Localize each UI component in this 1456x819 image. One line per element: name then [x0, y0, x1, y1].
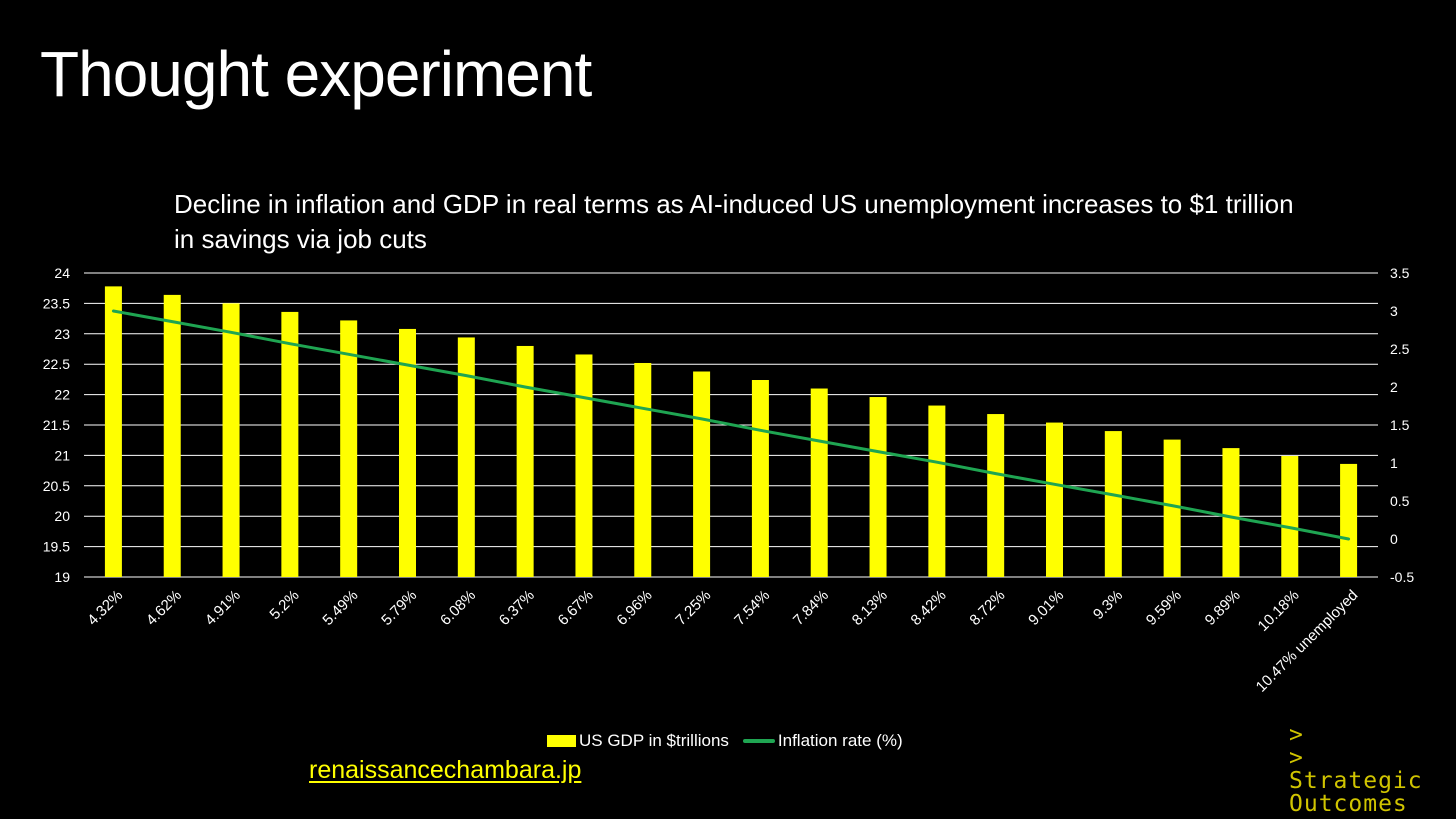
x-tick-label: 7.25%: [672, 587, 714, 629]
legend-item-gdp: US GDP in $trillions: [547, 731, 729, 751]
x-tick-label: 10.18%: [1255, 587, 1303, 635]
x-tick-label: 9.59%: [1143, 587, 1185, 629]
logo-chevron-icon: >: [1289, 745, 1304, 771]
y-left-tick-label: 20: [54, 508, 70, 524]
gdp-bar: [1046, 422, 1063, 577]
y-left-tick-label: 20.5: [43, 478, 70, 494]
gdp-bar: [222, 303, 240, 577]
gdp-bar: [751, 380, 769, 577]
gdp-bar: [1281, 456, 1299, 577]
gdp-bar: [1222, 448, 1240, 577]
x-tick-label: 10.47% unemployed: [1253, 587, 1362, 696]
x-tick-label: 6.67%: [555, 587, 597, 629]
gdp-bar: [634, 362, 652, 577]
x-tick-label: 9.3%: [1090, 587, 1126, 623]
x-tick-label: 4.32%: [84, 587, 126, 629]
y-right-tick-label: 2.5: [1390, 341, 1410, 357]
y-right-tick-label: 0.5: [1390, 493, 1410, 509]
x-tick-label: 9.01%: [1025, 587, 1067, 629]
gdp-bar: [1163, 439, 1181, 577]
slide-title: Thought experiment: [40, 38, 592, 110]
x-tick-label: 6.08%: [437, 587, 479, 629]
y-right-tick-label: 1.5: [1390, 417, 1410, 433]
y-left-tick-label: 22: [54, 387, 70, 403]
gdp-bar: [457, 337, 475, 577]
x-tick-label: 7.84%: [790, 587, 832, 629]
gdp-bar: [163, 294, 181, 577]
x-axis: 4.32% 4.62% 4.91% 5.2% 5.49% 5.79% 6.08% 6.37% 6…: [84, 587, 1361, 696]
y-right-tick-label: 2: [1390, 379, 1398, 395]
line-layer: [111, 309, 1351, 541]
legend-item-inflation: Inflation rate (%): [742, 731, 903, 751]
legend-swatch-bar: [547, 735, 576, 747]
x-tick-label: 5.79%: [378, 587, 420, 629]
x-tick-label: 4.62%: [143, 587, 185, 629]
gdp-bar: [869, 397, 887, 577]
x-tick-label: 8.13%: [849, 587, 891, 629]
chart-legend: US GDP in $trillions Inflation rate (%): [547, 731, 903, 751]
y-left-tick-label: 24: [54, 265, 70, 281]
logo-line-1: Strategic: [1289, 768, 1423, 794]
y-left-tick-label: 19: [54, 569, 70, 585]
x-tick-label: 4.91%: [202, 587, 244, 629]
x-tick-label: 5.2%: [266, 587, 302, 623]
bars-layer: [104, 286, 1358, 577]
y-left-tick-label: 23: [54, 326, 70, 342]
y-right-tick-label: 3.5: [1390, 265, 1410, 281]
gdp-bar: [810, 388, 828, 577]
legend-swatch-line: [742, 739, 775, 743]
y-left-tick-label: 19.5: [43, 539, 70, 555]
y-left-tick-label: 21.5: [43, 417, 70, 433]
x-tick-label: 9.89%: [1202, 587, 1244, 629]
y-right-tick-label: 1: [1390, 455, 1398, 471]
x-tick-label: 5.49%: [319, 587, 361, 629]
gdp-bar: [1104, 431, 1122, 577]
gdp-bar: [340, 320, 358, 577]
y-left-tick-label: 22.5: [43, 356, 70, 372]
chart-title: Decline in inflation and GDP in real ter…: [174, 189, 1294, 254]
y-right-tick-label: 0: [1390, 531, 1398, 547]
logo-chevron-icon: >: [1289, 722, 1304, 748]
x-tick-label: 6.37%: [496, 587, 538, 629]
y-right-tick-label: 3: [1390, 303, 1398, 319]
gdp-bar: [928, 405, 946, 577]
gdp-bar: [104, 286, 122, 577]
legend-label-gdp: US GDP in $trillions: [579, 731, 729, 750]
x-tick-label: 7.54%: [731, 587, 773, 629]
gdp-bar: [987, 414, 1005, 577]
strategic-outcomes-logo: > > Strategic Outcomes: [1289, 724, 1423, 816]
logo-line-2: Outcomes: [1289, 791, 1408, 817]
y-right-tick-label: -0.5: [1390, 569, 1414, 585]
gdp-bar: [693, 371, 711, 577]
gdp-bar: [399, 328, 416, 577]
y-axis-right: 3.5 3 2.5 2 1.5 1 0.5 0 -0.5: [1390, 265, 1414, 585]
gdp-bar: [516, 345, 534, 577]
grid-layer: [84, 272, 1378, 578]
gdp-bar: [1340, 463, 1358, 577]
y-left-tick-label: 21: [54, 447, 70, 463]
website-link[interactable]: renaissancechambara.jp: [309, 756, 582, 784]
x-tick-label: 8.42%: [908, 587, 950, 629]
gdp-bar: [281, 311, 299, 577]
gdp-bar: [575, 354, 593, 577]
inflation-line: [111, 309, 1351, 541]
legend-label-inflation: Inflation rate (%): [777, 731, 903, 750]
y-left-tick-label: 23.5: [43, 295, 70, 311]
y-axis-left: 24 23.5 23 22.5 22 21.5 21 20.5 20 19.5 19: [43, 265, 70, 585]
x-tick-label: 6.96%: [613, 587, 655, 629]
x-tick-label: 8.72%: [966, 587, 1008, 629]
